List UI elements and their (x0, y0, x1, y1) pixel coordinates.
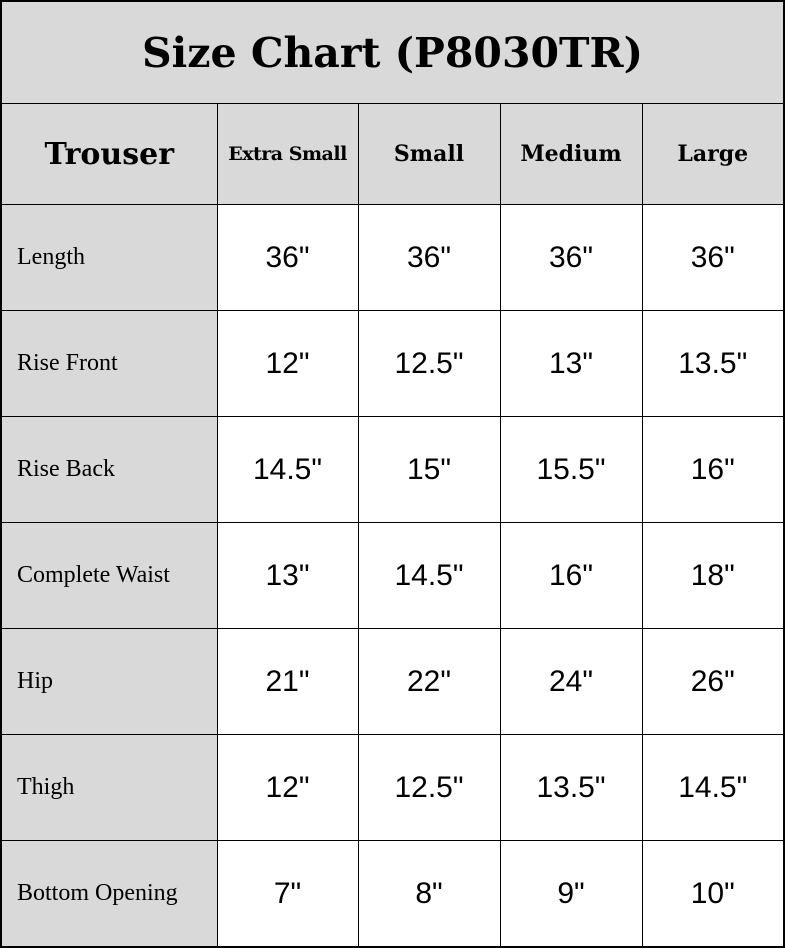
measurement-value: 12" (216, 734, 359, 841)
measurement-value: 24" (499, 628, 643, 735)
measurement-value: 13.5" (641, 310, 783, 417)
measurement-label: Rise Back (2, 416, 218, 523)
measurement-value: 22" (357, 628, 501, 735)
table-row: Thigh 12" 12.5" 13.5" 14.5" (2, 734, 783, 841)
measurement-value: 12.5" (357, 734, 501, 841)
measurement-value: 14.5" (216, 416, 359, 523)
chart-title: Size Chart (P8030TR) (2, 2, 783, 104)
measurement-value: 10" (641, 840, 783, 946)
measurement-label: Length (2, 204, 218, 311)
measurement-value: 12" (216, 310, 359, 417)
measurement-label: Thigh (2, 734, 218, 841)
measurement-value: 36" (499, 204, 643, 311)
measurement-label: Rise Front (2, 310, 218, 417)
size-header: Small (357, 104, 501, 205)
measurement-value: 8" (357, 840, 501, 946)
measurement-value: 36" (216, 204, 359, 311)
measurement-value: 15.5" (499, 416, 643, 523)
measurement-value: 13" (499, 310, 643, 417)
measurement-value: 14.5" (357, 522, 501, 629)
measurement-value: 26" (641, 628, 783, 735)
size-table: Trouser Extra Small Small Medium Large L… (2, 104, 783, 946)
measurement-value: 9" (499, 840, 643, 946)
measurement-value: 36" (357, 204, 501, 311)
measurement-value: 14.5" (641, 734, 783, 841)
measurement-value: 12.5" (357, 310, 501, 417)
measurement-value: 16" (499, 522, 643, 629)
measurement-value: 18" (641, 522, 783, 629)
measurement-value: 21" (216, 628, 359, 735)
measurement-label: Complete Waist (2, 522, 218, 629)
measurement-value: 13" (216, 522, 359, 629)
measurement-value: 13.5" (499, 734, 643, 841)
size-header: Medium (499, 104, 643, 205)
measurement-value: 15" (357, 416, 501, 523)
table-row: Complete Waist 13" 14.5" 16" 18" (2, 522, 783, 629)
table-row: Rise Front 12" 12.5" 13" 13.5" (2, 310, 783, 417)
table-row: Length 36" 36" 36" 36" (2, 204, 783, 311)
table-row: Rise Back 14.5" 15" 15.5" 16" (2, 416, 783, 523)
size-header: Extra Small (216, 104, 359, 205)
measurement-label: Bottom Opening (2, 840, 218, 946)
table-row: Hip 21" 22" 24" 26" (2, 628, 783, 735)
measurement-value: 16" (641, 416, 783, 523)
corner-label: Trouser (2, 104, 218, 205)
header-row: Trouser Extra Small Small Medium Large (2, 104, 783, 205)
table-row: Bottom Opening 7" 8" 9" 10" (2, 840, 783, 946)
measurement-value: 36" (641, 204, 783, 311)
measurement-value: 7" (216, 840, 359, 946)
measurement-label: Hip (2, 628, 218, 735)
size-header: Large (641, 104, 783, 205)
